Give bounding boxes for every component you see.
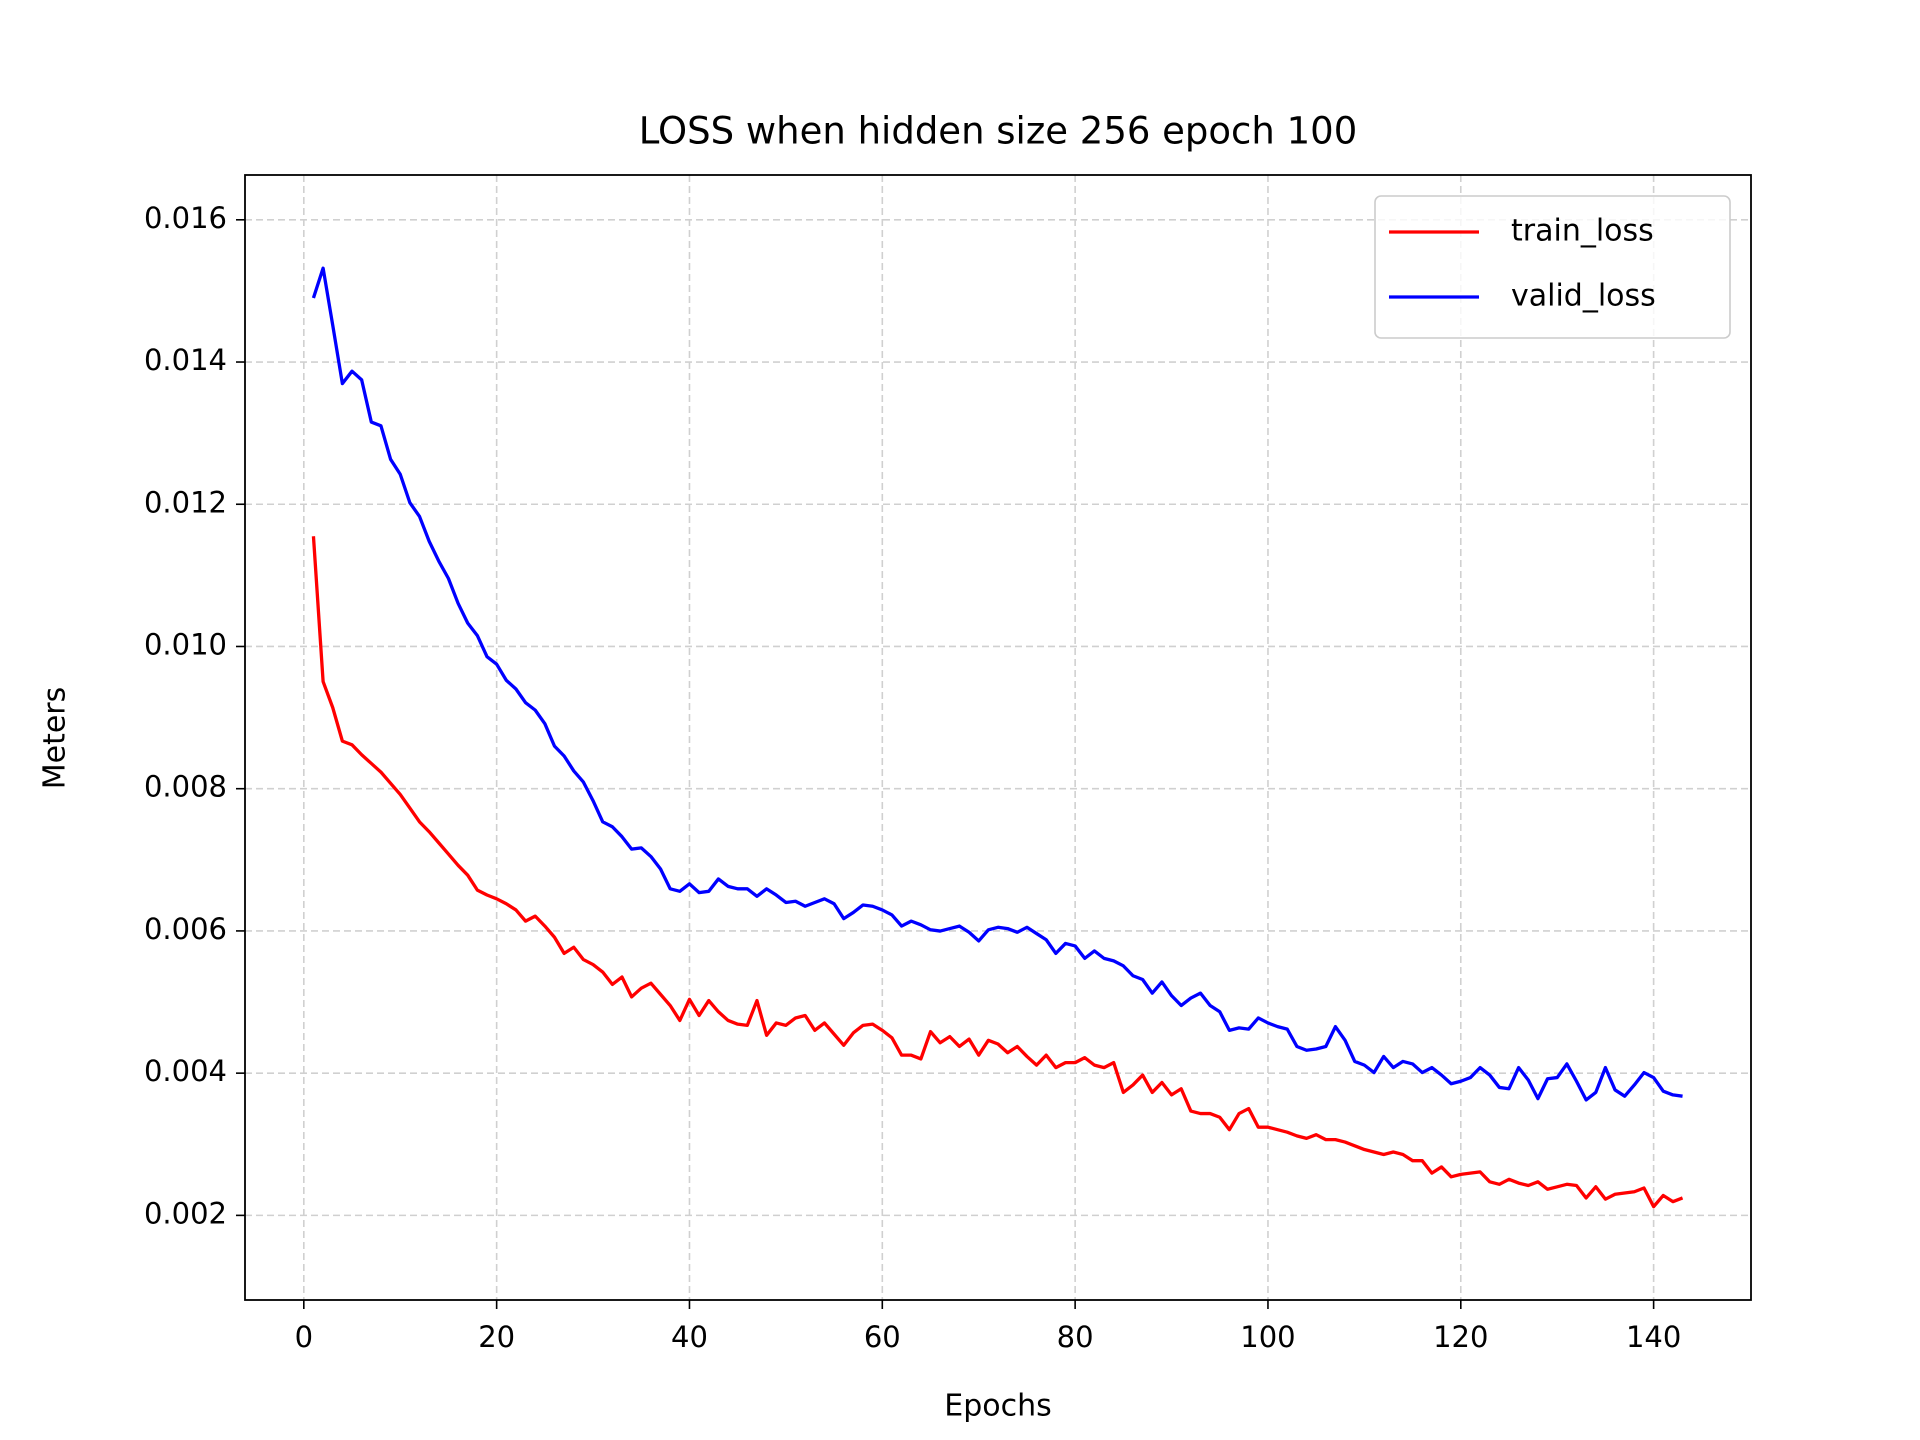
y-tick-label: 0.002 xyxy=(144,1196,227,1230)
y-tick-label: 0.008 xyxy=(144,770,227,804)
x-tick-label: 20 xyxy=(478,1320,515,1354)
x-tick-label: 40 xyxy=(671,1320,708,1354)
x-tick-label: 120 xyxy=(1433,1320,1488,1354)
x-axis-label: Epochs xyxy=(944,1389,1052,1424)
x-tick-label: 60 xyxy=(864,1320,901,1354)
y-tick-label: 0.016 xyxy=(144,201,227,235)
x-tick-label: 0 xyxy=(295,1320,313,1354)
legend-label: train_loss xyxy=(1511,214,1654,249)
plot-frame xyxy=(244,174,1752,1301)
chart-title: LOSS when hidden size 256 epoch 100 xyxy=(639,110,1357,153)
x-tick-label: 140 xyxy=(1626,1320,1681,1354)
y-tick-label: 0.014 xyxy=(144,343,227,377)
y-axis-label: Meters xyxy=(38,687,73,790)
data-line xyxy=(311,536,1684,1209)
y-tick-label: 0.006 xyxy=(144,912,227,946)
y-tick-label: 0.012 xyxy=(144,485,227,519)
y-tick-label: 0.004 xyxy=(144,1054,227,1088)
legend-label: valid_loss xyxy=(1511,279,1656,314)
data-line xyxy=(311,266,1683,1102)
y-tick-label: 0.010 xyxy=(144,627,227,661)
x-tick-label: 100 xyxy=(1240,1320,1295,1354)
legend: train_loss valid_loss xyxy=(1374,195,1731,339)
x-tick-label: 80 xyxy=(1057,1320,1094,1354)
